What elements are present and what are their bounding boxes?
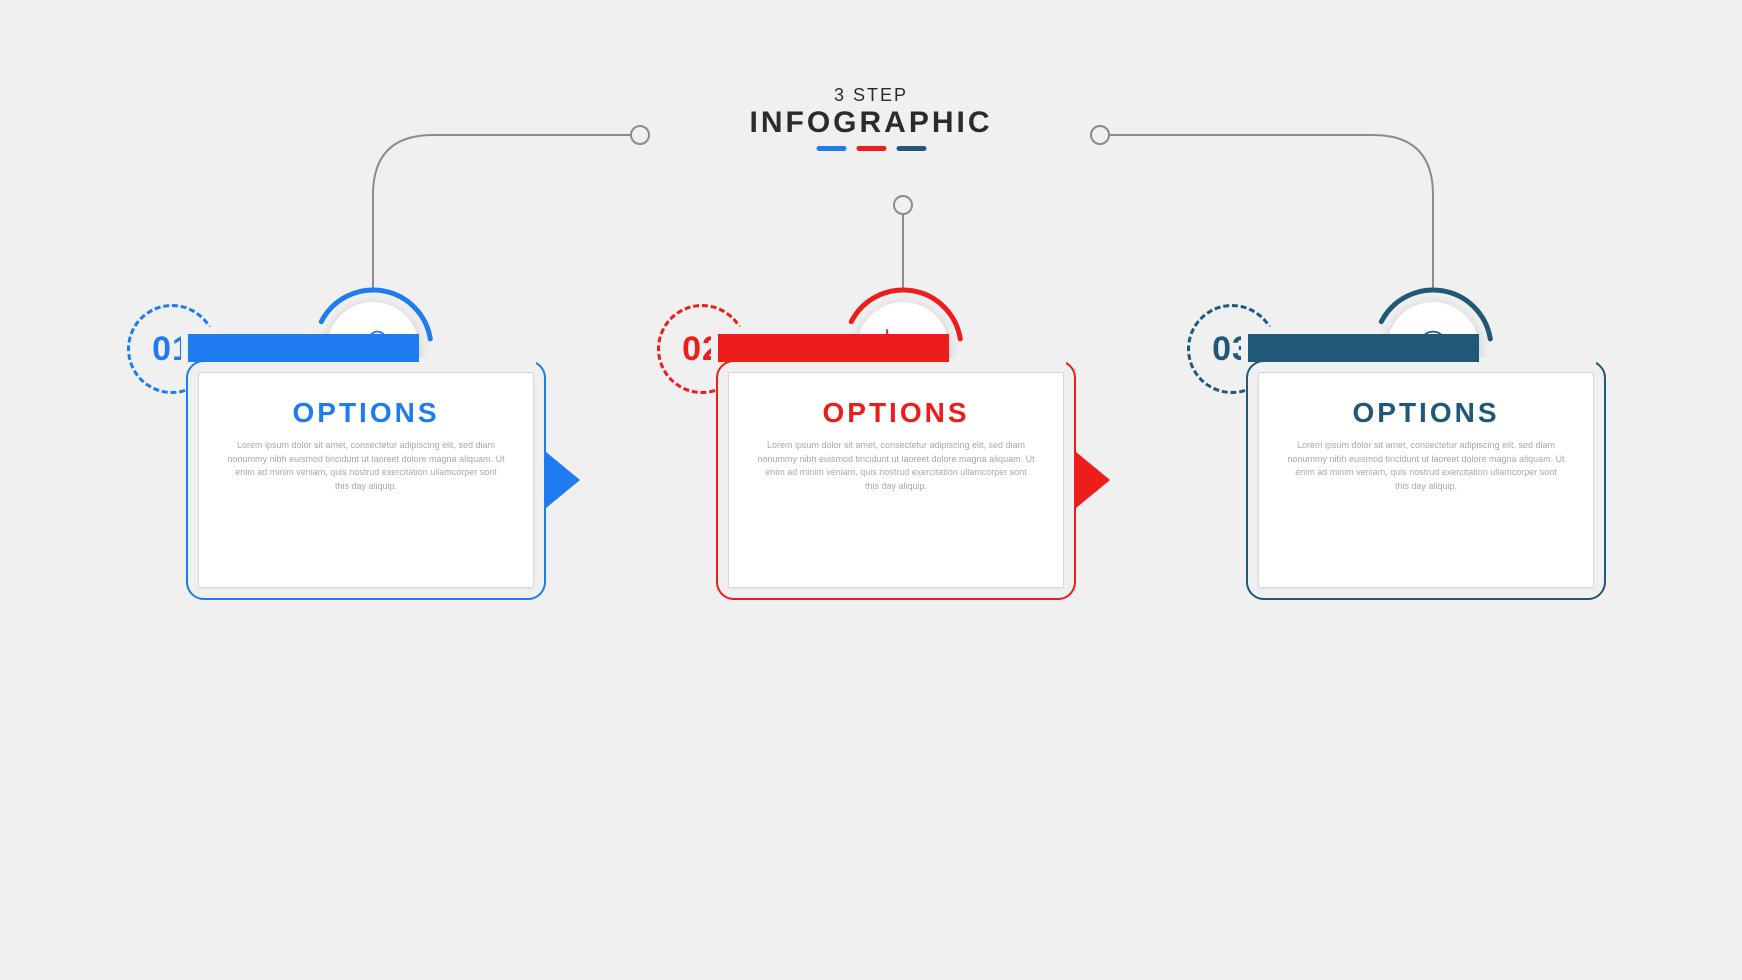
header-title: INFOGRAPHIC bbox=[750, 106, 993, 140]
step-2-band bbox=[718, 334, 949, 362]
step-3-band bbox=[1248, 334, 1479, 362]
steps-container: 01 OPTIONS Lorem ipsum dolor sit amet, c… bbox=[0, 360, 1742, 600]
step-2: 02 OPTIONS Lorem ipsum dolor sit amet, c… bbox=[661, 360, 1081, 600]
step-1: 01 OPTIONS Lorem ipsum dolor sit amet, c… bbox=[131, 360, 551, 600]
step-1-desc: Lorem ipsum dolor sit amet, consectetur … bbox=[199, 429, 533, 493]
header-subtitle: 3 STEP bbox=[750, 85, 993, 106]
header: 3 STEP INFOGRAPHIC bbox=[750, 85, 993, 151]
step-3-number: 03 bbox=[1212, 330, 1252, 369]
step-1-band bbox=[188, 334, 419, 362]
step-2-arrow bbox=[1076, 452, 1110, 508]
step-2-number: 02 bbox=[682, 330, 722, 369]
accent-bar-1 bbox=[816, 146, 846, 151]
step-1-inner: OPTIONS Lorem ipsum dolor sit amet, cons… bbox=[198, 372, 534, 588]
step-2-title: OPTIONS bbox=[729, 373, 1063, 429]
step-1-arrow bbox=[546, 452, 580, 508]
step-3: 03 OPTIONS Lorem ipsum dolor sit amet, c… bbox=[1191, 360, 1611, 600]
step-3-desc: Lorem ipsum dolor sit amet, consectetur … bbox=[1259, 429, 1593, 493]
step-3-title: OPTIONS bbox=[1259, 373, 1593, 429]
accent-bars bbox=[750, 146, 993, 151]
step-1-title: OPTIONS bbox=[199, 373, 533, 429]
accent-bar-3 bbox=[896, 146, 926, 151]
step-3-inner: OPTIONS Lorem ipsum dolor sit amet, cons… bbox=[1258, 372, 1594, 588]
step-1-number: 01 bbox=[152, 330, 192, 369]
step-2-inner: OPTIONS Lorem ipsum dolor sit amet, cons… bbox=[728, 372, 1064, 588]
step-2-card: OPTIONS Lorem ipsum dolor sit amet, cons… bbox=[716, 360, 1076, 600]
step-2-desc: Lorem ipsum dolor sit amet, consectetur … bbox=[729, 429, 1063, 493]
accent-bar-2 bbox=[856, 146, 886, 151]
step-3-card: OPTIONS Lorem ipsum dolor sit amet, cons… bbox=[1246, 360, 1606, 600]
step-1-card: OPTIONS Lorem ipsum dolor sit amet, cons… bbox=[186, 360, 546, 600]
